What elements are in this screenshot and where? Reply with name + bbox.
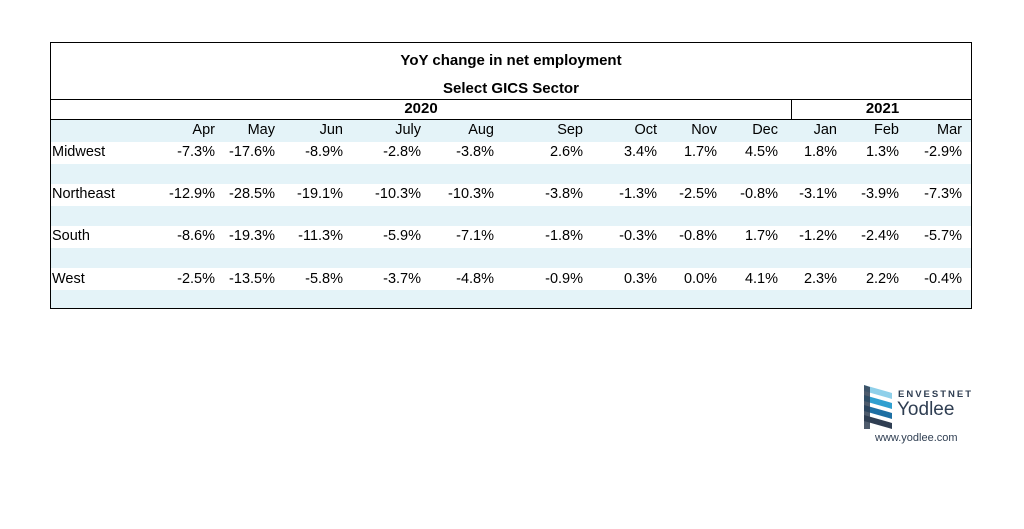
table-cell: -4.8%: [456, 271, 494, 287]
year-separator: [791, 99, 792, 120]
row-band: [51, 120, 971, 142]
table-cell: -7.3%: [924, 186, 962, 202]
yodlee-logo: ENVESTNET Yodlee www.yodlee.com: [860, 383, 980, 447]
table-cell: 2.2%: [865, 271, 899, 287]
column-header: Dec: [752, 122, 778, 138]
column-header: May: [247, 122, 275, 138]
table-title: YoY change in net employment: [400, 52, 622, 69]
brand-url: www.yodlee.com: [875, 432, 958, 444]
table-subtitle: Select GICS Sector: [443, 80, 579, 97]
table-cell: -12.9%: [169, 186, 215, 202]
data-table: YoY change in net employment Select GICS…: [50, 42, 972, 309]
column-header: Mar: [937, 122, 962, 138]
table-cell: -19.1%: [297, 186, 343, 202]
column-header: Jun: [319, 122, 343, 138]
table-cell: -3.8%: [545, 186, 583, 202]
column-header: July: [395, 122, 421, 138]
table-cell: -2.4%: [861, 228, 899, 244]
row-label: Northeast: [52, 186, 115, 202]
table-cell: -7.3%: [177, 144, 215, 160]
table-cell: -0.4%: [924, 271, 962, 287]
brand-envestnet: ENVESTNET: [898, 389, 974, 400]
year-2020: 2020: [404, 100, 438, 117]
column-header: Apr: [192, 122, 215, 138]
table-cell: -0.8%: [679, 228, 717, 244]
column-header: Oct: [634, 122, 657, 138]
table-cell: -3.8%: [456, 144, 494, 160]
table-cell: -7.1%: [456, 228, 494, 244]
brand-yodlee: Yodlee: [897, 399, 955, 420]
row-label: South: [52, 228, 90, 244]
header-divider: [51, 99, 971, 100]
table-cell: -11.3%: [298, 228, 343, 244]
table-cell: -28.5%: [229, 186, 275, 202]
table-cell: -2.5%: [177, 271, 215, 287]
row-band: [51, 206, 971, 226]
table-cell: 4.5%: [744, 144, 778, 160]
row-band: [51, 248, 971, 268]
table-cell: -2.8%: [383, 144, 421, 160]
table-cell: 1.3%: [865, 144, 899, 160]
year-divider: [51, 119, 971, 120]
row-label: Midwest: [52, 144, 106, 160]
table-cell: -3.7%: [383, 271, 421, 287]
table-cell: -17.6%: [229, 144, 275, 160]
column-header: Nov: [691, 122, 717, 138]
column-header: Feb: [874, 122, 899, 138]
table-cell: 1.7%: [683, 144, 717, 160]
table-cell: 2.6%: [549, 144, 583, 160]
table-cell: -5.8%: [305, 271, 343, 287]
table-cell: 4.1%: [744, 271, 778, 287]
column-header: Sep: [557, 122, 583, 138]
table-cell: 0.3%: [623, 271, 657, 287]
table-cell: -1.8%: [545, 228, 583, 244]
table-cell: -0.3%: [619, 228, 657, 244]
table-cell: -19.3%: [229, 228, 275, 244]
table-cell: -3.9%: [861, 186, 899, 202]
table-cell: -1.2%: [799, 228, 837, 244]
table-cell: -0.9%: [545, 271, 583, 287]
row-label: West: [52, 271, 85, 287]
table-cell: 1.8%: [803, 144, 837, 160]
yodlee-mark-icon: [864, 385, 892, 429]
table-cell: -1.3%: [619, 186, 657, 202]
table-cell: -8.6%: [177, 228, 215, 244]
table-cell: -8.9%: [305, 144, 343, 160]
table-cell: -5.9%: [383, 228, 421, 244]
table-cell: -10.3%: [375, 186, 421, 202]
table-cell: 3.4%: [623, 144, 657, 160]
table-cell: 0.0%: [683, 271, 717, 287]
table-cell: 2.3%: [803, 271, 837, 287]
year-2021: 2021: [865, 100, 900, 117]
table-cell: -2.5%: [679, 186, 717, 202]
table-cell: -2.9%: [924, 144, 962, 160]
column-header: Jan: [813, 122, 837, 138]
column-header: Aug: [468, 122, 494, 138]
table-cell: -3.1%: [799, 186, 837, 202]
row-band: [51, 164, 971, 184]
table-cell: 1.7%: [744, 228, 778, 244]
table-cell: -10.3%: [448, 186, 494, 202]
table-cell: -13.5%: [229, 271, 275, 287]
row-band: [51, 290, 971, 308]
table-cell: -5.7%: [924, 228, 962, 244]
table-cell: -0.8%: [740, 186, 778, 202]
